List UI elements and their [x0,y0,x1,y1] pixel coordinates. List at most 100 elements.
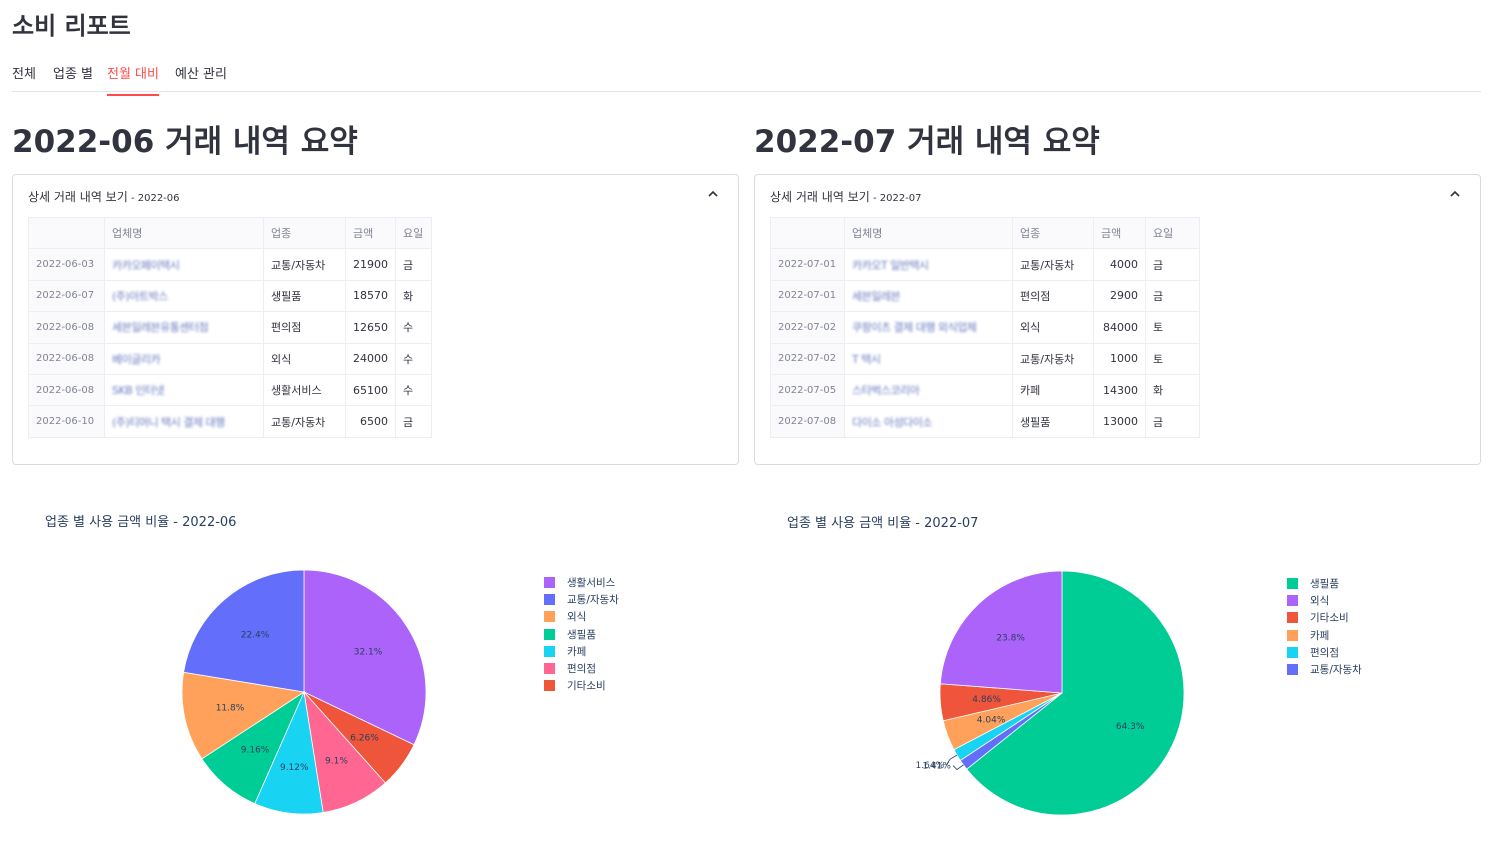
table-row[interactable]: 2022-07-08 다이소 아성다이소 생필품 13000 금 [770,405,1200,438]
row-merchant[interactable]: 카카오페이택시 [104,248,264,281]
row-category[interactable]: 생필품 [263,279,346,313]
row-category[interactable]: 교통/자동차 [263,248,346,281]
legend-item[interactable]: 생활서비스 [544,574,619,591]
col-header-merchant[interactable]: 업체명 [104,216,264,250]
col-header-amount[interactable]: 금액 [1093,216,1146,250]
row-weekday[interactable]: 화 [395,279,432,313]
row-date[interactable]: 2022-06-08 [28,311,105,344]
row-merchant[interactable]: 쿠팡이츠 결제 대행 외식업체 [844,311,1013,344]
table-row[interactable]: 2022-06-03 카카오페이택시 교통/자동차 21900 금 [28,248,432,281]
table-index-header[interactable] [770,216,845,250]
pie-slice[interactable] [939,570,1063,694]
chevron-up-icon[interactable] [1448,187,1462,201]
row-weekday[interactable]: 화 [1145,373,1200,407]
row-date[interactable]: 2022-06-07 [28,279,105,313]
row-amount[interactable]: 14300 [1093,373,1146,407]
right-expander-header[interactable]: 상세 거래 내역 보기 - 2022-07 [770,188,922,205]
row-merchant[interactable]: 베이글리카 [104,342,264,375]
row-weekday[interactable]: 금 [1145,279,1200,313]
legend-item[interactable]: 편의점 [1287,644,1362,661]
legend-item[interactable]: 생필품 [544,626,619,643]
left-pie-chart[interactable]: 32.1% 6.26% 9.1% 9.12% 9.16% 11.8% 22.4% [172,560,436,824]
row-amount[interactable]: 13000 [1093,405,1146,438]
table-row[interactable]: 2022-07-02 T 택시 교통/자동차 1000 토 [770,342,1200,375]
legend-item[interactable]: 교통/자동차 [1287,661,1362,678]
table-row[interactable]: 2022-06-10 (주)티머니 택시 결제 대행 교통/자동차 6500 금 [28,405,432,438]
col-header-category[interactable]: 업종 [263,216,346,250]
table-index-header[interactable] [28,216,105,250]
row-amount[interactable]: 18570 [345,279,396,313]
col-header-amount[interactable]: 금액 [345,216,396,250]
row-amount[interactable]: 4000 [1093,248,1146,281]
row-weekday[interactable]: 수 [395,311,432,344]
row-merchant[interactable]: (주)티머니 택시 결제 대행 [104,405,264,438]
chevron-up-icon[interactable] [706,187,720,201]
row-weekday[interactable]: 금 [395,248,432,281]
row-date[interactable]: 2022-06-08 [28,342,105,375]
row-date[interactable]: 2022-07-08 [770,405,845,438]
row-date[interactable]: 2022-07-02 [770,342,845,375]
tab-month-comparison[interactable]: 전월 대비 [107,63,159,96]
table-row[interactable]: 2022-06-08 SKB 인터넷 생활서비스 65100 수 [28,373,432,407]
row-weekday[interactable]: 수 [395,342,432,375]
left-transactions-table[interactable]: 업체명 업종 금액 요일 2022-06-03 카카오페이택시 교통/자동차 2190… [28,216,432,438]
row-amount[interactable]: 6500 [345,405,396,438]
col-header-category[interactable]: 업종 [1012,216,1094,250]
row-category[interactable]: 편의점 [263,311,346,344]
row-date[interactable]: 2022-07-05 [770,373,845,407]
row-amount[interactable]: 65100 [345,373,396,407]
legend-item[interactable]: 기타소비 [1287,609,1362,626]
legend-item[interactable]: 생필품 [1287,575,1362,592]
row-weekday[interactable]: 토 [1145,311,1200,344]
legend-item[interactable]: 외식 [1287,592,1362,609]
tab-by-category[interactable]: 업종 별 [53,67,94,82]
row-category[interactable]: 외식 [263,342,346,375]
table-row[interactable]: 2022-07-02 쿠팡이츠 결제 대행 외식업체 외식 84000 토 [770,311,1200,344]
right-pie-chart[interactable]: 64.3% 1.41%1.64% 4.04% 4.86% 23.8% [916,561,1194,825]
row-merchant[interactable]: SKB 인터넷 [104,373,264,407]
row-date[interactable]: 2022-06-08 [28,373,105,407]
table-row[interactable]: 2022-06-07 (주)아트박스 생필품 18570 화 [28,279,432,313]
row-date[interactable]: 2022-06-03 [28,248,105,281]
legend-item[interactable]: 교통/자동차 [544,591,619,608]
row-date[interactable]: 2022-07-01 [770,279,845,313]
legend-item[interactable]: 외식 [544,608,619,625]
row-amount[interactable]: 24000 [345,342,396,375]
pie-slice[interactable] [966,570,1185,816]
row-weekday[interactable]: 금 [395,405,432,438]
pie-slice[interactable] [183,569,305,693]
row-amount[interactable]: 21900 [345,248,396,281]
legend-item[interactable]: 카페 [544,643,619,660]
row-category[interactable]: 교통/자동차 [1012,248,1094,281]
row-category[interactable]: 교통/자동차 [263,405,346,438]
legend-item[interactable]: 기타소비 [544,677,619,694]
pie-slice[interactable] [181,671,306,760]
row-category[interactable]: 카페 [1012,373,1094,407]
row-merchant[interactable]: 다이소 아성다이소 [844,405,1013,438]
table-row[interactable]: 2022-07-01 세븐일레븐 편의점 2900 금 [770,279,1200,313]
tab-budget[interactable]: 예산 관리 [175,67,227,82]
table-row[interactable]: 2022-06-08 베이글리카 외식 24000 수 [28,342,432,375]
row-merchant[interactable]: 세븐일레븐 [844,279,1013,313]
row-amount[interactable]: 1000 [1093,342,1146,375]
table-row[interactable]: 2022-06-08 세븐일레븐유통센터점 편의점 12650 수 [28,311,432,344]
row-amount[interactable]: 84000 [1093,311,1146,344]
col-header-weekday[interactable]: 요일 [395,216,432,250]
row-date[interactable]: 2022-07-02 [770,311,845,344]
row-merchant[interactable]: (주)아트박스 [104,279,264,313]
row-merchant[interactable]: 카카오T 일반택시 [844,248,1013,281]
row-category[interactable]: 생활서비스 [263,373,346,407]
row-amount[interactable]: 2900 [1093,279,1146,313]
row-date[interactable]: 2022-06-10 [28,405,105,438]
row-amount[interactable]: 12650 [345,311,396,344]
legend-item[interactable]: 카페 [1287,627,1362,644]
row-weekday[interactable]: 토 [1145,342,1200,375]
pie-slice[interactable] [303,569,427,746]
col-header-weekday[interactable]: 요일 [1145,216,1200,250]
row-weekday[interactable]: 금 [1145,405,1200,438]
row-date[interactable]: 2022-07-01 [770,248,845,281]
row-category[interactable]: 생필품 [1012,405,1094,438]
legend-item[interactable]: 편의점 [544,660,619,677]
row-weekday[interactable]: 수 [395,373,432,407]
row-weekday[interactable]: 금 [1145,248,1200,281]
